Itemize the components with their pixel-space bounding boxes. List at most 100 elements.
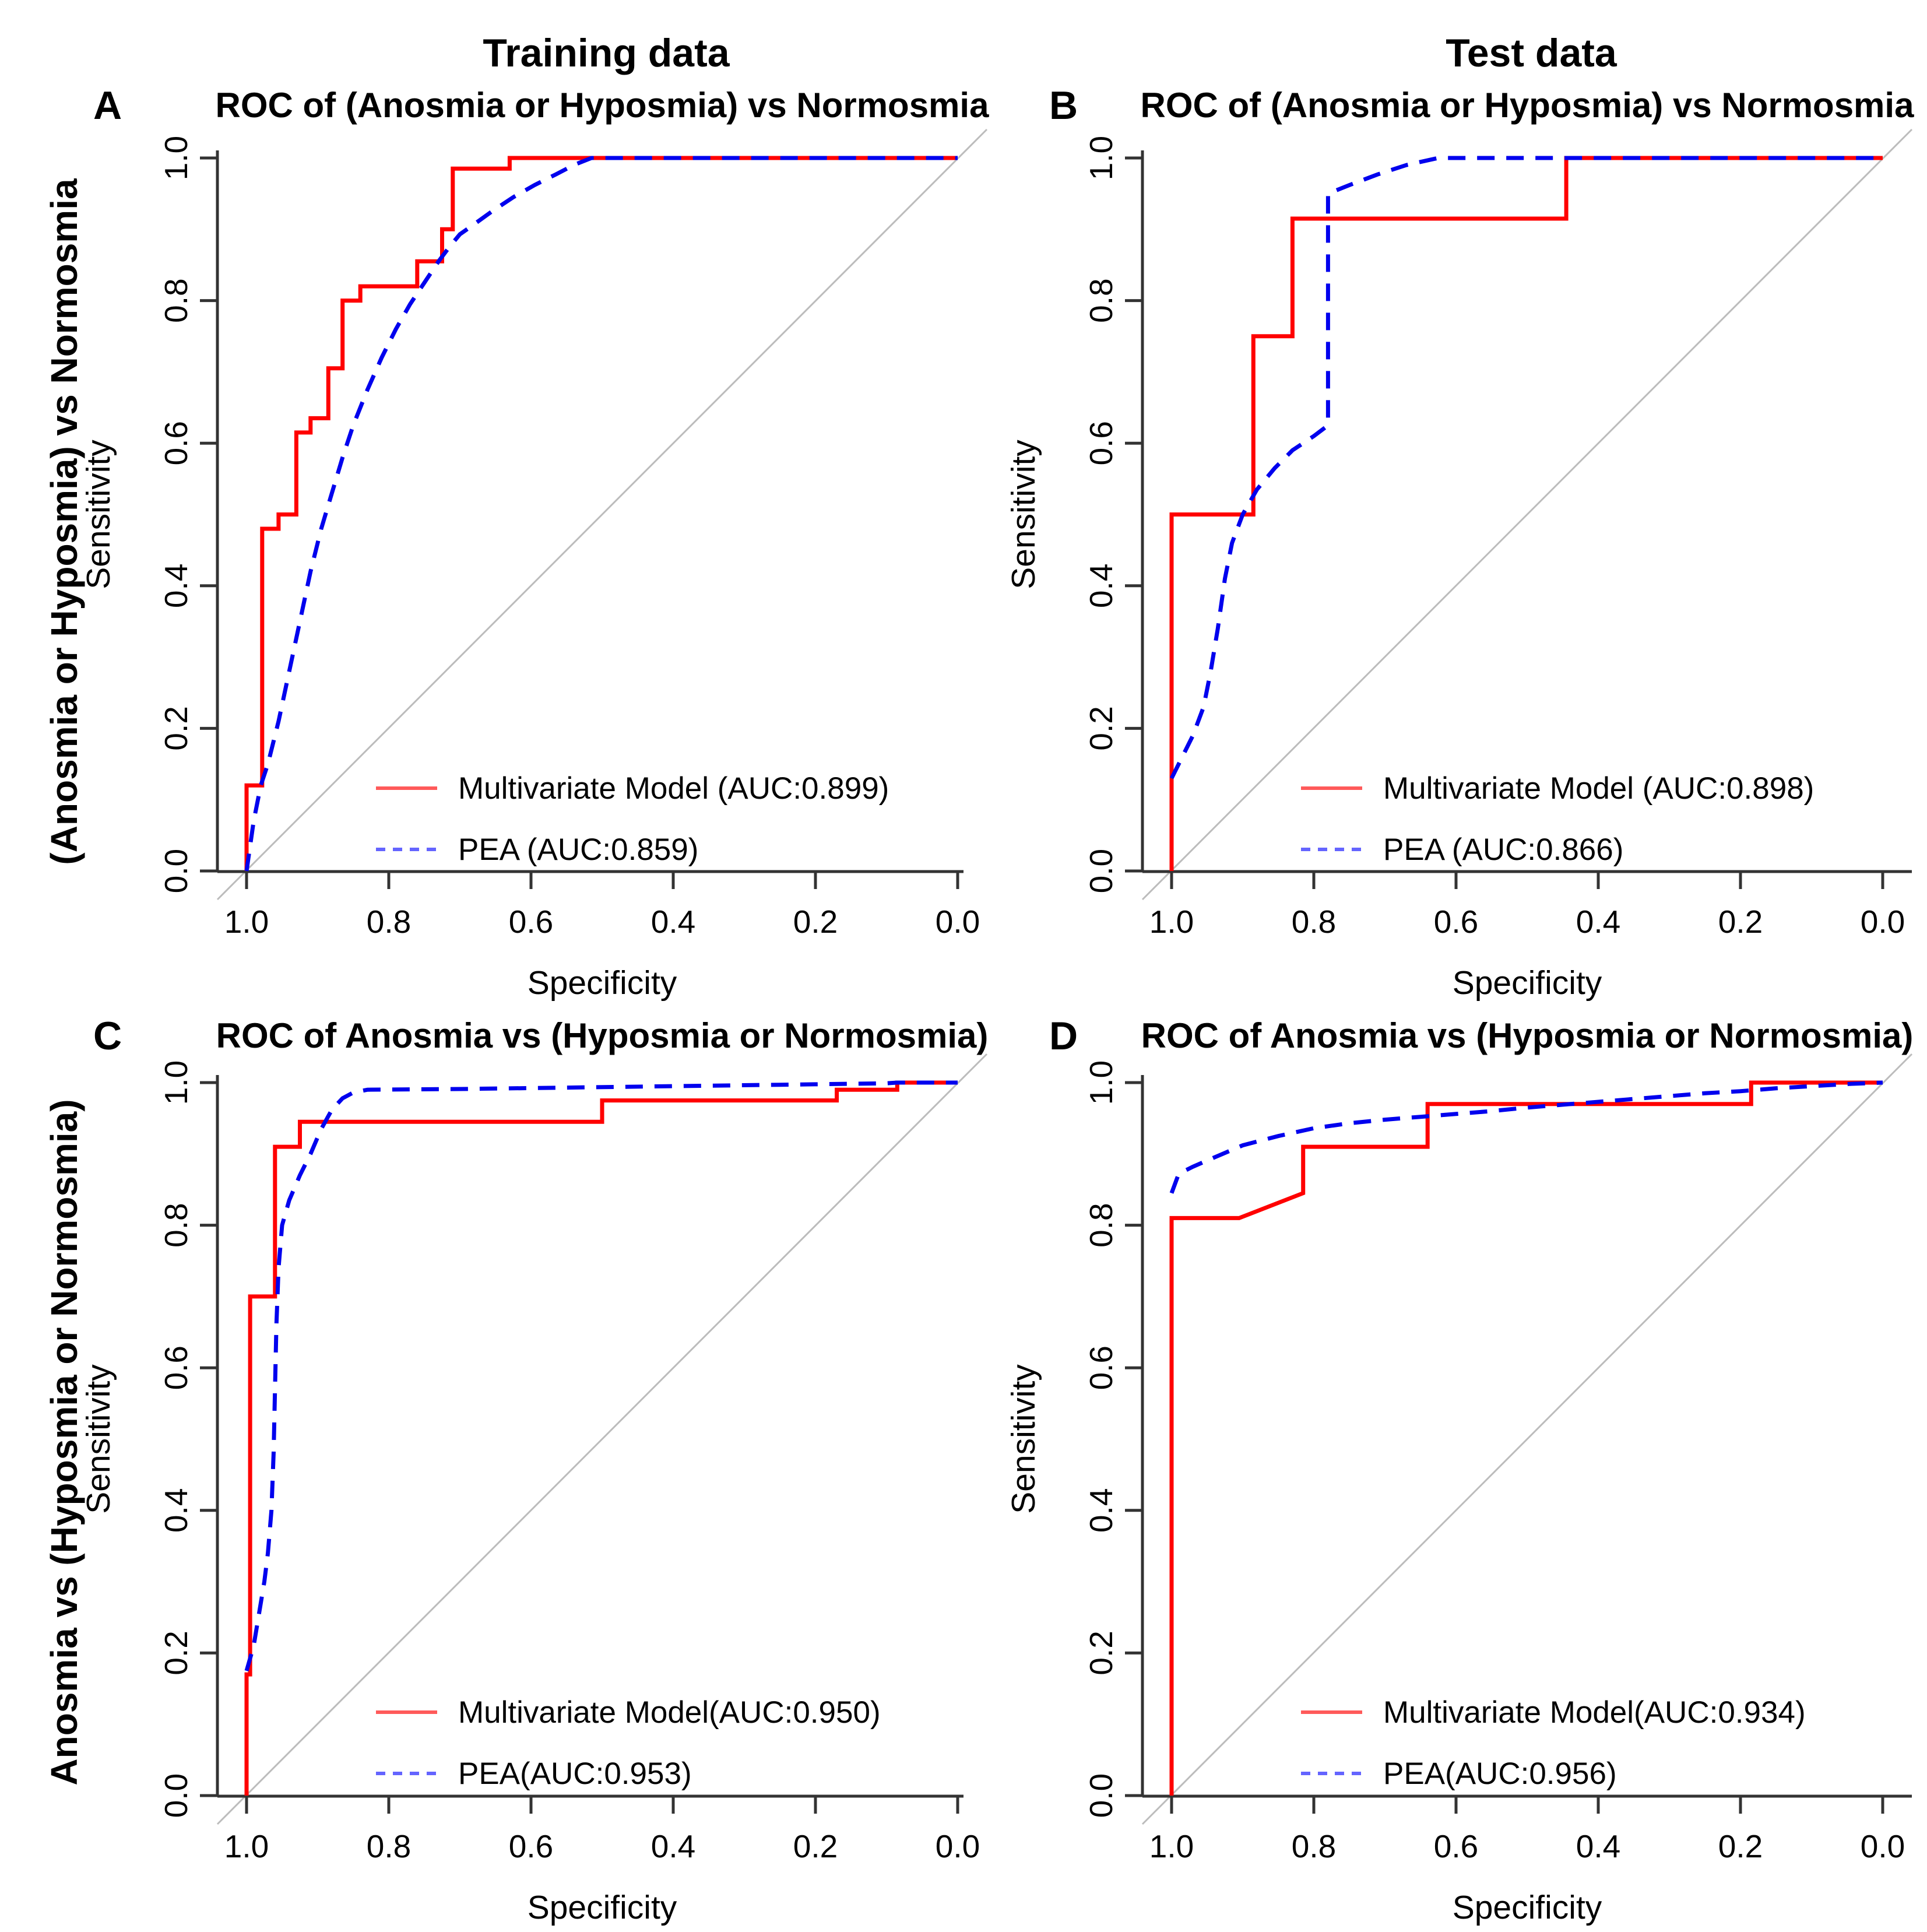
roc-curve-pea: [1169, 156, 1883, 779]
x-tick-label: 0.2: [793, 1828, 838, 1864]
column-title-test: Test data: [1446, 31, 1617, 75]
x-axis-title: Specificity: [1453, 964, 1602, 1002]
legend-a: Multivariate Model (AUC:0.899) PEA (AUC:…: [376, 771, 889, 867]
x-axis-title: Specificity: [528, 964, 677, 1002]
legend-label-multivariate: Multivariate Model(AUC:0.934): [1383, 1695, 1806, 1730]
roc-curve-multivariate: [1169, 156, 1883, 871]
panel-letter-a: A: [93, 83, 122, 128]
y-axis-title: Sensitivity: [1005, 440, 1042, 589]
column-title-training: Training data: [483, 31, 730, 75]
x-tick-label: 1.0: [1149, 904, 1194, 940]
x-tick-label: 0.2: [1718, 1828, 1763, 1864]
panel-title-d: ROC of Anosmia vs (Hyposmia or Normosmia…: [1141, 1016, 1914, 1055]
x-tick-label: 0.4: [651, 904, 695, 940]
legend-label-multivariate: Multivariate Model (AUC:0.898): [1383, 771, 1815, 806]
y-tick-label: 0.8: [158, 278, 194, 322]
legend-line-pea-icon: [376, 1772, 437, 1775]
legend-item: Multivariate Model(AUC:0.950): [376, 1695, 881, 1730]
legend-label-pea: PEA (AUC:0.866): [1383, 832, 1624, 867]
legend-label-multivariate: Multivariate Model (AUC:0.899): [458, 771, 889, 806]
legend-item: PEA (AUC:0.866): [1301, 832, 1814, 867]
roc-plot-a: 1.0 0.8 0.6 0.4 0.2 0.0 0.0 0.2 0.4 0.6 0.8 1.0 Sens…: [80, 128, 988, 1002]
y-tick-label: 0.0: [158, 849, 194, 893]
x-tick-label: 0.4: [1576, 1828, 1620, 1864]
legend-line-multivariate-icon: [376, 786, 437, 790]
y-axis-title: Sensitivity: [80, 1364, 117, 1514]
x-tick-label: 0.0: [1861, 1828, 1905, 1864]
y-tick-label: 0.0: [1083, 1773, 1119, 1818]
legend-c: Multivariate Model(AUC:0.950) PEA(AUC:0.…: [376, 1695, 881, 1791]
roc-curve-multivariate: [1169, 1080, 1883, 1796]
roc-plot-b: 1.0 0.8 0.6 0.4 0.2 0.0 0.0 0.2 0.4 0.6 0.8 1.0 Sens…: [1005, 128, 1913, 1002]
y-tick-label: 0.4: [1083, 564, 1119, 608]
y-tick-label: 0.2: [1083, 706, 1119, 750]
x-tick-label: 0.2: [1718, 904, 1763, 940]
x-tick-label: 1.0: [1149, 1828, 1194, 1864]
legend-item: PEA (AUC:0.859): [376, 832, 889, 867]
x-axis-title: Specificity: [528, 1889, 677, 1926]
x-tick-label: 0.0: [1861, 904, 1905, 940]
y-tick-label: 1.0: [158, 1060, 194, 1105]
panel-letter-c: C: [93, 1014, 122, 1058]
x-tick-label: 0.8: [1292, 1828, 1336, 1864]
legend-line-pea-icon: [376, 848, 437, 851]
x-tick-label: 0.4: [1576, 904, 1620, 940]
chance-line: [1141, 128, 1913, 901]
y-tick-label: 0.8: [158, 1203, 194, 1247]
legend-line-multivariate-icon: [376, 1710, 437, 1714]
y-tick-label: 0.2: [158, 706, 194, 750]
panel-title-c: ROC of Anosmia vs (Hyposmia or Normosmia…: [216, 1016, 989, 1055]
x-tick-label: 0.0: [936, 1828, 980, 1864]
y-tick-label: 0.6: [158, 1346, 194, 1390]
y-tick-label: 0.8: [1083, 278, 1119, 322]
panel-letter-b: B: [1049, 83, 1078, 128]
roc-plot-d: 1.0 0.8 0.6 0.4 0.2 0.0 0.0 0.2 0.4 0.6 0.8 1.0 Sens…: [1005, 1053, 1913, 1926]
roc-curve-multivariate: [244, 1080, 958, 1796]
y-tick-label: 0.0: [1083, 849, 1119, 893]
y-tick-label: 0.6: [1083, 1346, 1119, 1390]
legend-item: Multivariate Model(AUC:0.934): [1301, 1695, 1806, 1730]
x-tick-label: 0.0: [936, 904, 980, 940]
y-tick-label: 0.2: [158, 1631, 194, 1675]
legend-label-pea: PEA (AUC:0.859): [458, 832, 699, 867]
y-tick-label: 0.0: [158, 1773, 194, 1818]
x-tick-label: 0.4: [651, 1828, 695, 1864]
x-tick-label: 1.0: [224, 1828, 269, 1864]
x-tick-label: 0.6: [509, 1828, 553, 1864]
x-tick-label: 0.6: [1434, 1828, 1478, 1864]
legend-label-pea: PEA(AUC:0.956): [1383, 1756, 1617, 1791]
y-tick-label: 1.0: [158, 136, 194, 180]
legend-line-multivariate-icon: [1301, 1710, 1362, 1714]
legend-line-pea-icon: [1301, 848, 1362, 851]
roc-curve-pea: [244, 156, 958, 872]
x-tick-label: 0.8: [367, 904, 411, 940]
roc-curve-pea: [1169, 1080, 1883, 1194]
legend-item: Multivariate Model (AUC:0.899): [376, 771, 889, 806]
legend-item: PEA(AUC:0.956): [1301, 1756, 1806, 1791]
x-tick-label: 0.8: [367, 1828, 411, 1864]
roc-plot-c: 1.0 0.8 0.6 0.4 0.2 0.0 0.0 0.2 0.4 0.6 0.8 1.0 Sens…: [80, 1053, 988, 1926]
panel-letter-d: D: [1049, 1014, 1078, 1058]
legend-label-pea: PEA(AUC:0.953): [458, 1756, 692, 1791]
x-tick-label: 1.0: [224, 904, 269, 940]
y-tick-label: 0.2: [1083, 1631, 1119, 1675]
panel-title-b: ROC of (Anosmia or Hyposmia) vs Normosmi…: [1140, 86, 1914, 125]
x-axis-title: Specificity: [1453, 1889, 1602, 1926]
y-tick-label: 0.4: [158, 1488, 194, 1533]
y-tick-label: 0.8: [1083, 1203, 1119, 1247]
legend-line-multivariate-icon: [1301, 786, 1362, 790]
x-tick-label: 0.6: [1434, 904, 1478, 940]
x-tick-label: 0.2: [793, 904, 838, 940]
legend-d: Multivariate Model(AUC:0.934) PEA(AUC:0.…: [1301, 1695, 1806, 1791]
legend-line-pea-icon: [1301, 1772, 1362, 1775]
legend-item: PEA(AUC:0.953): [376, 1756, 881, 1791]
legend-label-multivariate: Multivariate Model(AUC:0.950): [458, 1695, 881, 1730]
y-axis-title: Sensitivity: [1005, 1364, 1042, 1514]
legend-item: Multivariate Model (AUC:0.898): [1301, 771, 1814, 806]
chance-line: [216, 1053, 988, 1825]
y-tick-label: 0.6: [158, 421, 194, 465]
y-tick-label: 0.4: [1083, 1488, 1119, 1533]
roc-curve-multivariate: [244, 156, 958, 871]
roc-curve-pea: [244, 1080, 958, 1671]
